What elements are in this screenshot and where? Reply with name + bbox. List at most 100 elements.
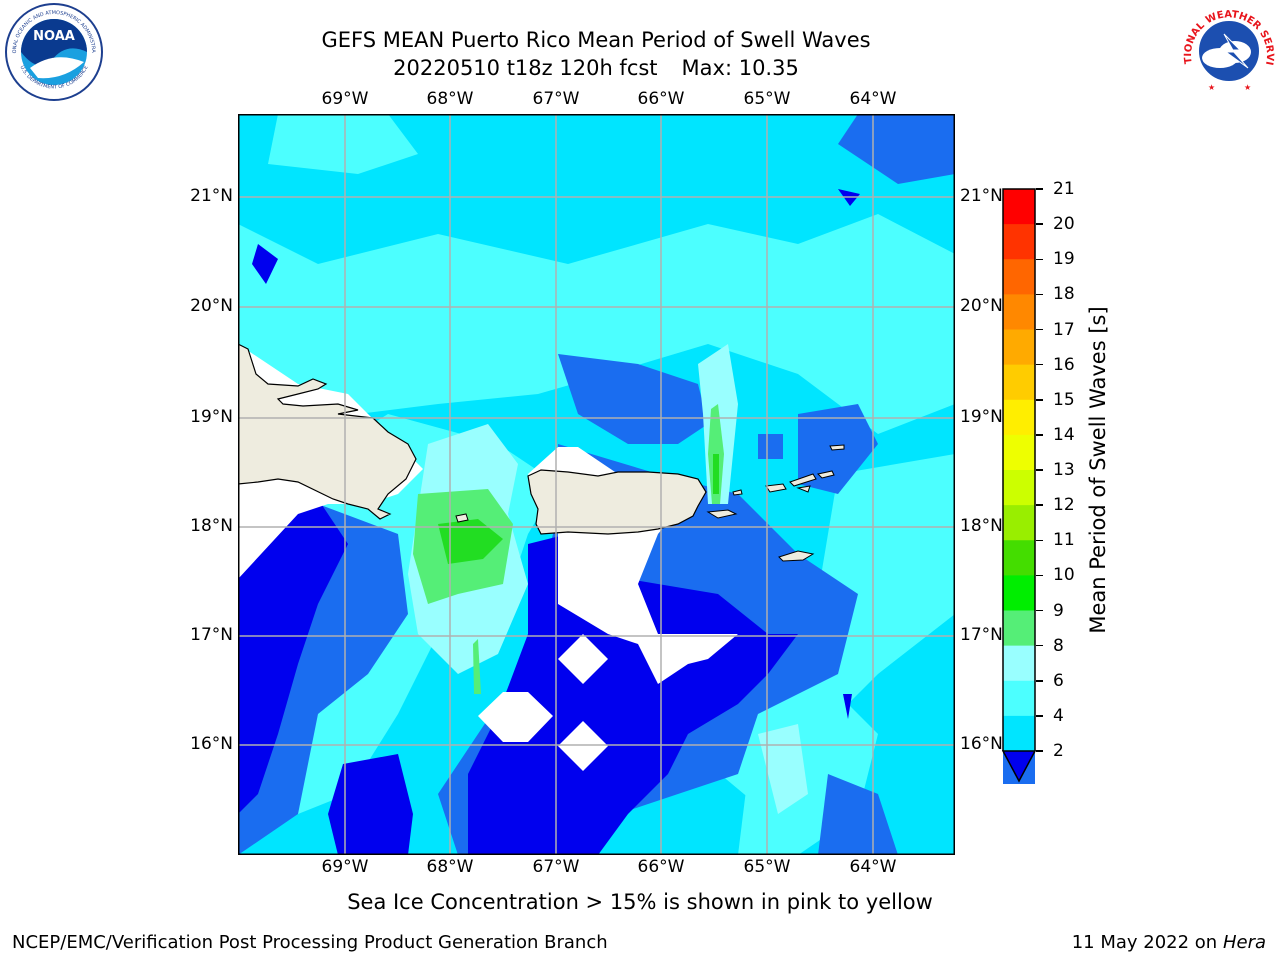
colorbar-tick-mark <box>1036 574 1043 577</box>
colorbar-swatch <box>1003 224 1035 260</box>
colorbar-tick-mark <box>1036 363 1043 366</box>
lat-label-left: 19°N <box>190 407 233 427</box>
footer-date-text: 11 May 2022 on <box>1071 932 1218 953</box>
no-data-area <box>558 721 608 771</box>
lon-label-top: 68°W <box>426 89 474 109</box>
max-value: Max: 10.35 <box>681 56 799 80</box>
hispaniola-land <box>238 343 417 520</box>
svg-text:★: ★ <box>1208 83 1215 92</box>
sea-2-4s <box>838 114 955 184</box>
lat-label-right: 16°N <box>960 734 1003 754</box>
svg-text:★: ★ <box>1244 83 1251 92</box>
lon-label-bottom: 69°W <box>321 857 369 877</box>
sea-2-4s <box>758 434 783 459</box>
lat-label-left: 21°N <box>190 186 233 206</box>
footer-machine: Hera <box>1222 932 1266 953</box>
colorbar-tick-label: 14 <box>1053 424 1075 445</box>
colorbar-tick-label: 2 <box>1053 741 1064 761</box>
colorbar-swatch <box>1003 575 1035 611</box>
mona-island <box>455 513 469 523</box>
colorbar-extend-arrow <box>1002 750 1036 783</box>
colorbar-tick-label: 4 <box>1053 705 1064 726</box>
sea-10-11s <box>713 454 719 494</box>
footer-credit: NCEP/EMC/Verification Post Processing Pr… <box>12 932 608 953</box>
colorbar-swatch <box>1003 364 1035 401</box>
colorbar-tick-mark <box>1036 328 1043 331</box>
lat-label-left: 20°N <box>190 296 233 316</box>
lat-label-left: 18°N <box>190 516 233 536</box>
colorbar-swatch <box>1003 680 1035 717</box>
colorbar-tick-label: 20 <box>1053 214 1075 235</box>
colorbar-tick-label: 13 <box>1053 460 1075 480</box>
map-panel <box>238 114 955 855</box>
swell-period-map <box>238 114 955 855</box>
culebra-island <box>732 489 743 496</box>
sea-below-2s <box>328 754 413 855</box>
colorbar-tick-mark <box>1036 258 1043 260</box>
vieques-island <box>706 509 738 519</box>
colorbar-tick-label: 19 <box>1053 249 1075 270</box>
footer-date: 11 May 2022 on Hera <box>1072 932 1266 953</box>
colorbar-swatch <box>1003 470 1035 506</box>
sea-below-2s <box>468 534 798 855</box>
lon-label-bottom: 68°W <box>426 857 474 877</box>
sea-below-2s <box>843 694 852 719</box>
lat-label-right: 18°N <box>960 516 1003 536</box>
colorbar-swatch <box>1003 645 1035 682</box>
colorbar-tick-label: 18 <box>1053 284 1075 305</box>
colorbar-tick-mark <box>1036 715 1043 717</box>
colorbar <box>1002 188 1036 784</box>
colorbar-swatch <box>1003 540 1035 576</box>
noaa-logo: NOAA NATIONAL OCEANIC AND ATMOSPHERIC AD… <box>4 2 104 102</box>
colorbar-tick-label: 12 <box>1053 495 1075 516</box>
colorbar-tick-label: 17 <box>1053 319 1075 340</box>
colorbar-swatch <box>1003 189 1035 225</box>
colorbar-tick-mark <box>1036 293 1043 296</box>
colorbar-swatch <box>1003 715 1035 752</box>
lat-label-right: 17°N <box>960 625 1003 645</box>
colorbar-swatch <box>1003 399 1035 436</box>
lat-label-right: 20°N <box>960 296 1003 316</box>
sea-below-2s <box>238 499 348 814</box>
sea-2-4s <box>818 774 898 855</box>
colorbar-tick-mark <box>1036 223 1043 225</box>
colorbar-tick-label: 8 <box>1053 635 1064 656</box>
colorbar-swatch <box>1003 259 1035 295</box>
graticule <box>238 114 955 855</box>
no-data-area <box>558 634 608 684</box>
no-data-area <box>478 692 553 742</box>
colorbar-tick-mark <box>1036 434 1043 436</box>
lon-label-bottom: 64°W <box>849 857 897 877</box>
sea-9-10s <box>473 639 481 694</box>
chart-subtitle: 20220510 t18z 120h fcst Max: 10.35 <box>0 55 1192 81</box>
colorbar-swatch <box>1003 329 1035 366</box>
lon-label-top: 64°W <box>849 89 897 109</box>
colorbar-tick-mark <box>1036 188 1043 190</box>
lon-label-bottom: 65°W <box>743 857 791 877</box>
lon-label-top: 66°W <box>637 89 685 109</box>
sea-6-8s <box>268 114 418 174</box>
sea-below-2s <box>252 244 278 284</box>
colorbar-tick-mark <box>1036 750 1043 752</box>
forecast-datetime: 20220510 t18z 120h fcst <box>393 56 658 80</box>
sea-2-4s <box>558 354 708 444</box>
colorbar-tick-label: 21 <box>1053 179 1075 199</box>
virgin-islands <box>765 470 835 493</box>
lon-label-top: 65°W <box>743 89 791 109</box>
colorbar-tick-label: 10 <box>1053 565 1075 586</box>
colorbar-swatch <box>1003 294 1035 330</box>
lon-label-top: 69°W <box>321 89 369 109</box>
sea-6-8s <box>238 214 955 434</box>
colorbar-swatches <box>1002 188 1036 784</box>
lat-label-left: 17°N <box>190 625 233 645</box>
colorbar-tick-mark <box>1036 539 1043 541</box>
colorbar-tick-label: 11 <box>1053 530 1075 551</box>
st-croix-island <box>778 550 815 562</box>
sea-10-11s <box>438 519 503 564</box>
chart-title: GEFS MEAN Puerto Rico Mean Period of Swe… <box>321 28 871 52</box>
colorbar-tick-label: 15 <box>1053 389 1075 410</box>
colorbar-tick-mark <box>1036 504 1043 506</box>
lon-label-bottom: 67°W <box>532 857 580 877</box>
colorbar-tick-mark <box>1036 399 1043 401</box>
colorbar-swatch <box>1003 505 1035 541</box>
